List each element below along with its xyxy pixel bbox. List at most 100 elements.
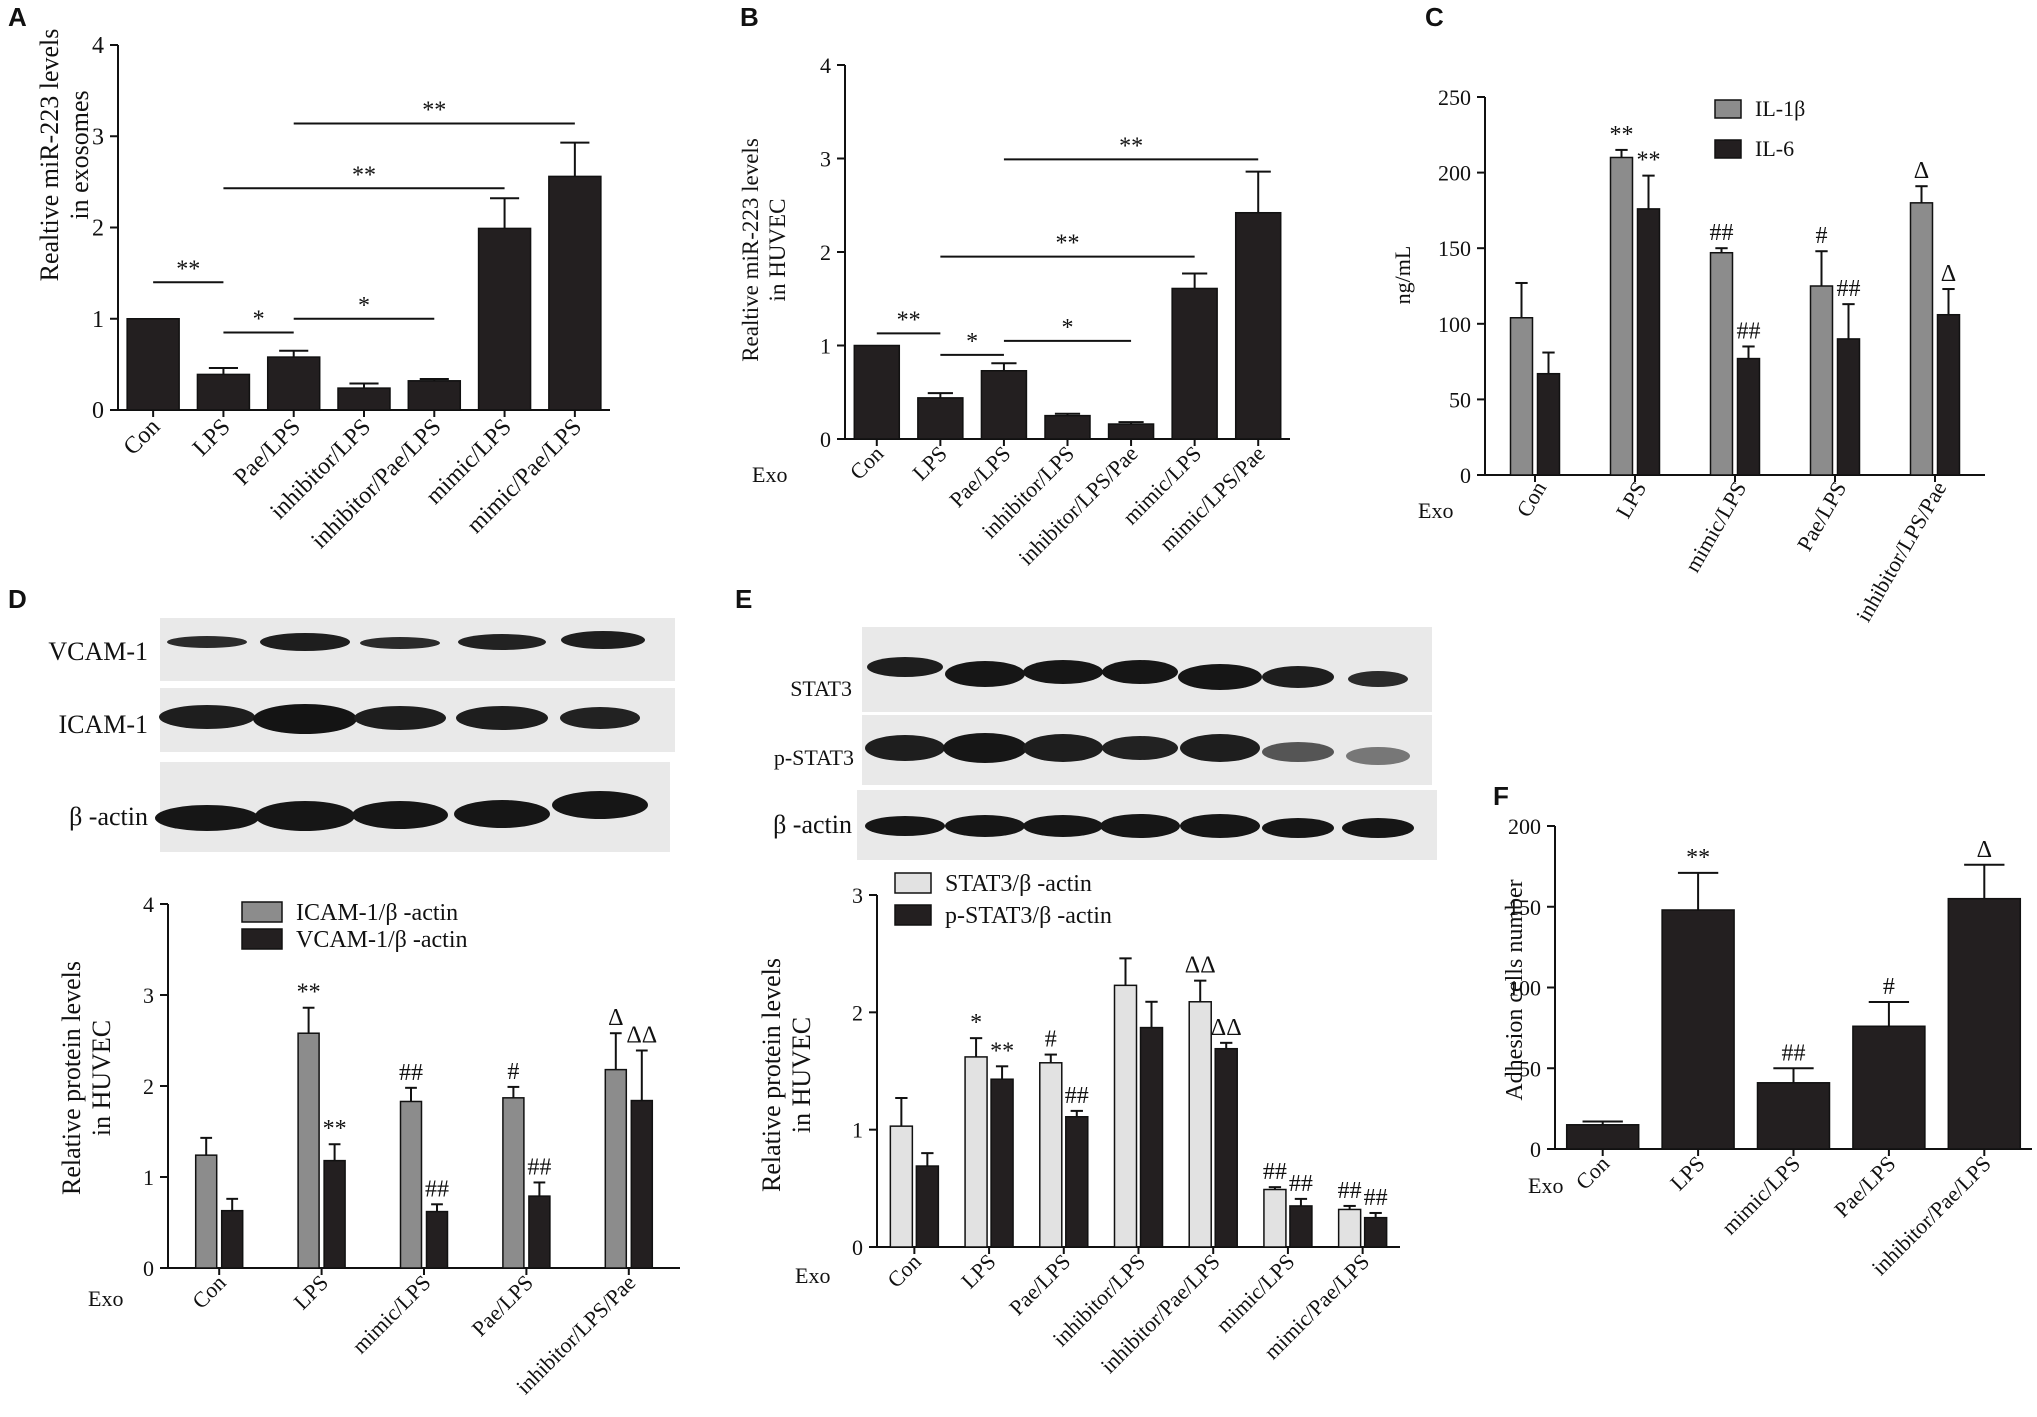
- bar-b: [980, 369, 1028, 440]
- y-tick-label-d: 1: [143, 1165, 154, 1190]
- bar-b: [1171, 287, 1218, 440]
- bar-e: [990, 1078, 1014, 1248]
- bar-f: [1852, 1025, 1926, 1150]
- exo-label-f: Exo: [1528, 1173, 1563, 1198]
- blot-d: VCAM-1 ICAM-1 β -actin: [48, 618, 675, 852]
- y-tick-label-e: 3: [852, 883, 863, 908]
- y-axis-label-e: Relative protein levels: [757, 958, 786, 1192]
- significance-mark-f: ##: [1782, 1040, 1806, 1066]
- band: [352, 801, 448, 829]
- band: [945, 815, 1025, 837]
- y-tick-label-a: 0: [92, 398, 104, 424]
- bar-c: [1536, 372, 1561, 476]
- x-tick-label-d: Con: [187, 1270, 231, 1314]
- band: [945, 661, 1025, 687]
- band: [1180, 814, 1260, 838]
- bracket-label-b: *: [966, 329, 978, 355]
- x-tick-label-c: mimic/LPS: [1680, 477, 1752, 576]
- bar-a: [196, 373, 251, 411]
- blot-e-label-actin: β -actin: [773, 810, 852, 839]
- bracket-label-a: **: [176, 256, 200, 282]
- band: [865, 816, 945, 836]
- bar-d: [528, 1195, 551, 1269]
- bracket-label-b: **: [1056, 231, 1080, 257]
- y-axis-label-d: Relative protein levels: [57, 961, 86, 1195]
- significance-mark-e: ##: [1289, 1171, 1313, 1197]
- y-axis-label-c: ng/mL: [1390, 246, 1415, 305]
- band: [159, 705, 255, 729]
- significance-mark-e: ##: [1065, 1083, 1089, 1109]
- band: [253, 704, 357, 734]
- bar-c: [1809, 285, 1834, 476]
- bar-b: [1044, 414, 1091, 440]
- legend-label-c: IL-1β: [1755, 96, 1805, 121]
- legend-label-c: IL-6: [1755, 136, 1794, 161]
- band: [552, 791, 648, 819]
- band: [1178, 664, 1262, 690]
- bar-e: [1139, 1026, 1164, 1248]
- y-tick-label-e: 2: [852, 1000, 863, 1025]
- y-axis-label-d: in HUVEC: [87, 1020, 116, 1136]
- significance-mark-e: ΔΔ: [1211, 1015, 1242, 1041]
- bar-e: [1363, 1216, 1388, 1248]
- significance-mark-d: ##: [425, 1176, 449, 1202]
- band: [454, 800, 550, 828]
- significance-mark-d: ##: [399, 1060, 423, 1086]
- bar-c: [1509, 317, 1534, 476]
- x-tick-label-b: LPS: [907, 441, 951, 485]
- bar-c: [1709, 251, 1734, 476]
- y-tick-label-a: 3: [92, 124, 104, 150]
- y-tick-label-a: 2: [92, 216, 104, 242]
- bar-f: [1947, 897, 2022, 1150]
- y-tick-label-c: 150: [1438, 236, 1471, 261]
- bracket-label-b: **: [1119, 133, 1143, 159]
- y-axis-label-f: Adhesion cells number: [1502, 879, 1528, 1100]
- bar-a: [407, 380, 462, 411]
- legend-swatch-d: [241, 901, 283, 923]
- band: [1262, 742, 1334, 762]
- band: [561, 631, 645, 649]
- band: [167, 636, 247, 648]
- x-tick-label-f: LPS: [1665, 1151, 1709, 1195]
- panel-label-c: C: [1425, 2, 1444, 32]
- y-tick-label-b: 4: [820, 53, 831, 78]
- significance-mark-c: #: [1816, 223, 1828, 249]
- exo-label-b: Exo: [752, 462, 787, 487]
- y-tick-label-c: 200: [1438, 161, 1471, 186]
- significance-mark-e: **: [990, 1038, 1014, 1064]
- blot-e-label-stat3: STAT3: [790, 676, 852, 701]
- bar-c: [1936, 313, 1961, 476]
- bar-e: [1188, 1001, 1212, 1248]
- y-tick-label-e: 1: [852, 1118, 863, 1143]
- exo-label-d: Exo: [88, 1286, 123, 1311]
- panel-label-a: A: [8, 2, 27, 32]
- bar-a: [477, 227, 532, 411]
- band: [456, 706, 548, 730]
- y-tick-label-c: 0: [1460, 463, 1471, 488]
- x-tick-label-e: Pae/LPS: [1004, 1249, 1075, 1320]
- y-tick-label-f: 100: [1508, 976, 1541, 1001]
- y-tick-label-c: 100: [1438, 312, 1471, 337]
- y-axis-label-b: in HUVEC: [765, 199, 790, 302]
- bar-e: [889, 1125, 914, 1248]
- significance-mark-c: Δ: [1941, 261, 1956, 287]
- x-tick-label-e: Con: [882, 1249, 926, 1293]
- legend-swatch-d: [241, 928, 283, 950]
- significance-mark-f: Δ: [1977, 837, 1992, 863]
- y-tick-label-d: 3: [143, 983, 154, 1008]
- bar-e: [964, 1056, 988, 1248]
- y-tick-label-c: 50: [1449, 387, 1471, 412]
- band: [1023, 734, 1103, 762]
- panel-label-d: D: [8, 584, 27, 614]
- band: [260, 633, 350, 651]
- significance-mark-c: **: [1637, 148, 1661, 174]
- bar-a: [266, 356, 321, 411]
- bar-d: [220, 1209, 244, 1269]
- bar-f: [1756, 1082, 1831, 1150]
- x-tick-label-c: Con: [1511, 477, 1551, 521]
- band: [155, 805, 259, 831]
